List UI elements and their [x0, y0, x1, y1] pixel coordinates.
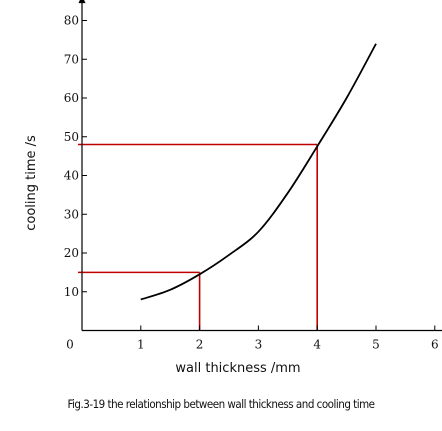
y-tick-label: 20 [64, 246, 79, 260]
y-tick-label: 80 [64, 14, 79, 28]
y-tick-label: 40 [64, 169, 79, 183]
y-axis-label: cooling time /s [24, 135, 39, 231]
figure-caption: Fig.3-19 the relationship between wall t… [0, 397, 442, 411]
origin-label: 0 [66, 338, 74, 352]
x-tick-label: 5 [372, 338, 380, 352]
y-tick-label: 50 [64, 130, 79, 144]
tick-labels: 1 2 3 4 5 6 10 20 30 40 50 60 70 80 0 [64, 14, 439, 352]
axes [79, 0, 442, 334]
y-tick-label: 70 [64, 52, 79, 66]
y-tick-label: 30 [64, 207, 79, 221]
x-tick-label: 4 [313, 338, 321, 352]
y-tick-label: 60 [64, 91, 79, 105]
x-tick-label: 2 [196, 338, 204, 352]
x-axis-label: wall thickness /mm [175, 361, 300, 376]
x-tick-label: 3 [255, 338, 263, 352]
y-axis-arrow [79, 0, 86, 3]
series-line [141, 44, 376, 300]
x-tick-label: 6 [431, 338, 439, 352]
series-layer [141, 44, 376, 300]
reference-lines [78, 145, 317, 331]
x-tick-label: 1 [137, 338, 145, 352]
y-tick-label: 10 [64, 285, 79, 299]
